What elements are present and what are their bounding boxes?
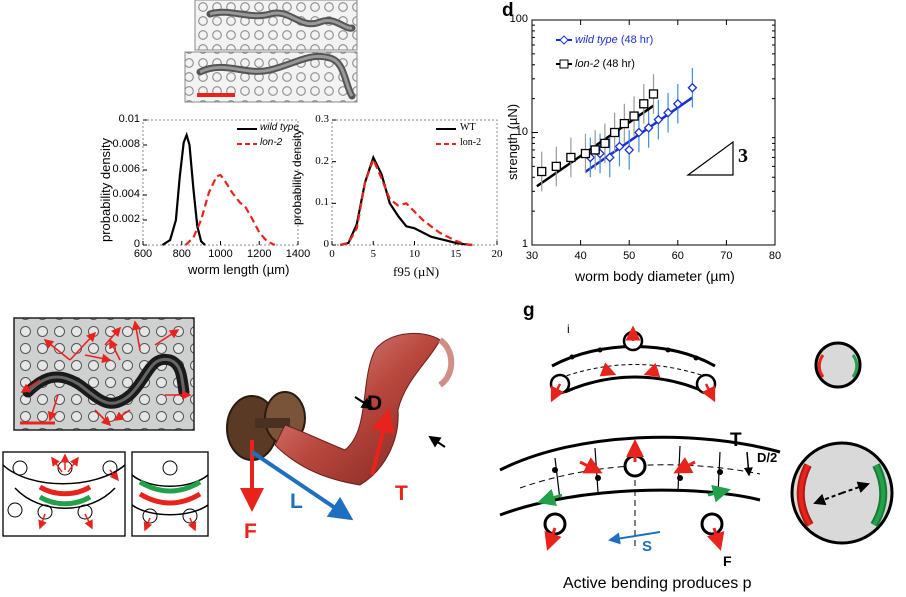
data-point — [537, 166, 547, 177]
chart1-legend-wt: wild type — [260, 122, 299, 133]
x-tick-label: 80 — [768, 250, 782, 262]
x-tick-label: 15 — [450, 248, 462, 260]
chart1-legend-lon2: lon-2 — [260, 137, 283, 148]
data-point — [619, 118, 629, 129]
y-tick-label: 0.3 — [315, 113, 329, 125]
x-tick-label: 50 — [623, 250, 636, 262]
y-tick-label: 0.008 — [112, 138, 140, 150]
cross-section-large — [790, 441, 894, 545]
x-tick-label: 10 — [409, 248, 420, 260]
y-tick-label: 0 — [323, 238, 330, 250]
slope-triangle — [686, 140, 734, 176]
label-S: S — [642, 538, 653, 555]
chart3-ylabel: strength (µN) — [505, 103, 520, 180]
x-tick-label: 1000 — [208, 248, 233, 260]
arm-label-D: D — [367, 392, 383, 415]
y-tick-label: 100 — [509, 13, 528, 25]
series-line-1 — [340, 156, 473, 247]
panel-d-label: d — [502, 0, 514, 21]
schematic-box-left — [2, 451, 126, 537]
data-point — [629, 111, 639, 121]
data-point — [634, 127, 644, 138]
y-tick-label: 0.01 — [118, 113, 140, 125]
x-tick-label: 60 — [671, 250, 684, 262]
data-point — [624, 145, 635, 155]
arm-illustration — [226, 332, 455, 521]
schematic-box-right — [131, 451, 209, 537]
chart1-xlabel: worm length (µm) — [188, 262, 290, 277]
y-tick-label: 0.004 — [112, 188, 140, 200]
data-point — [566, 152, 576, 163]
label-F: F — [723, 553, 732, 569]
data-point — [648, 89, 659, 99]
data-point — [609, 127, 620, 138]
caption: Active bending produces p — [563, 575, 752, 592]
x-tick-label: 0 — [329, 248, 335, 260]
x-tick-label: 40 — [574, 250, 587, 262]
cross-section-small — [814, 341, 862, 389]
data-point — [604, 152, 615, 163]
panel-g-label: g — [523, 300, 535, 321]
data-point — [672, 98, 683, 109]
data-point — [687, 82, 698, 93]
x-tick-label: 70 — [720, 250, 733, 262]
panel-g-sub: i — [567, 322, 570, 336]
x-tick-label: 20 — [491, 248, 503, 260]
y-tick-label: 0.006 — [112, 163, 140, 175]
x-tick-label: 800 — [172, 248, 191, 260]
y-tick-label: 0 — [133, 238, 140, 250]
y-tick-label: 0.1 — [315, 196, 329, 209]
x-tick-label: 600 — [133, 248, 153, 260]
chart2-ylabel: probability density — [290, 128, 304, 225]
data-point — [639, 99, 649, 109]
series-line-0 — [340, 154, 473, 247]
data-point — [614, 141, 625, 152]
y-tick-label: 0.2 — [315, 154, 329, 167]
data-point — [653, 114, 664, 125]
data-point — [643, 122, 654, 133]
series-line-0 — [161, 131, 206, 246]
bending-schematic-small — [549, 325, 717, 403]
chart2-legend-lon2: lon-2 — [460, 137, 482, 148]
x-tick-label: 30 — [525, 250, 539, 262]
data-point — [663, 107, 673, 118]
slope-label: 3 — [738, 145, 748, 167]
series-line-1 — [184, 173, 276, 246]
chart3-legend-wt: wild type (48 hr) — [575, 34, 654, 46]
label-T: T — [730, 430, 742, 451]
data-point — [590, 145, 600, 155]
arm-label-T: T — [395, 482, 408, 505]
chart2-legend-wt: WT — [460, 122, 476, 133]
chart1-ylabel: probability density — [98, 137, 113, 242]
data-point — [551, 161, 561, 172]
bending-schematic-large — [499, 435, 781, 551]
strength-chart — [531, 19, 776, 246]
chart2-xlabel: f95 (µN) — [393, 264, 440, 279]
y-tick-label: 0.002 — [112, 213, 140, 225]
chart3-legend-lon2: lon-2 (48 hr) — [575, 58, 635, 70]
worm-photo-top — [194, 0, 358, 51]
arm-label-F: F — [244, 520, 257, 543]
x-tick-label: 1200 — [247, 248, 272, 260]
data-point — [580, 148, 591, 159]
y-tick-label: 10 — [515, 125, 528, 138]
data-point — [600, 138, 610, 149]
chart3-xlabel: worm body diameter (µm) — [575, 268, 735, 284]
worm-photo-bottom — [184, 51, 358, 103]
arm-label-L: L — [290, 490, 303, 513]
x-tick-label: 5 — [370, 248, 377, 260]
y-tick-label: 1 — [521, 238, 528, 250]
worm-pillar-photo — [13, 317, 195, 431]
x-tick-label: 1400 — [285, 248, 311, 260]
label-D2: D/2 — [757, 450, 778, 465]
